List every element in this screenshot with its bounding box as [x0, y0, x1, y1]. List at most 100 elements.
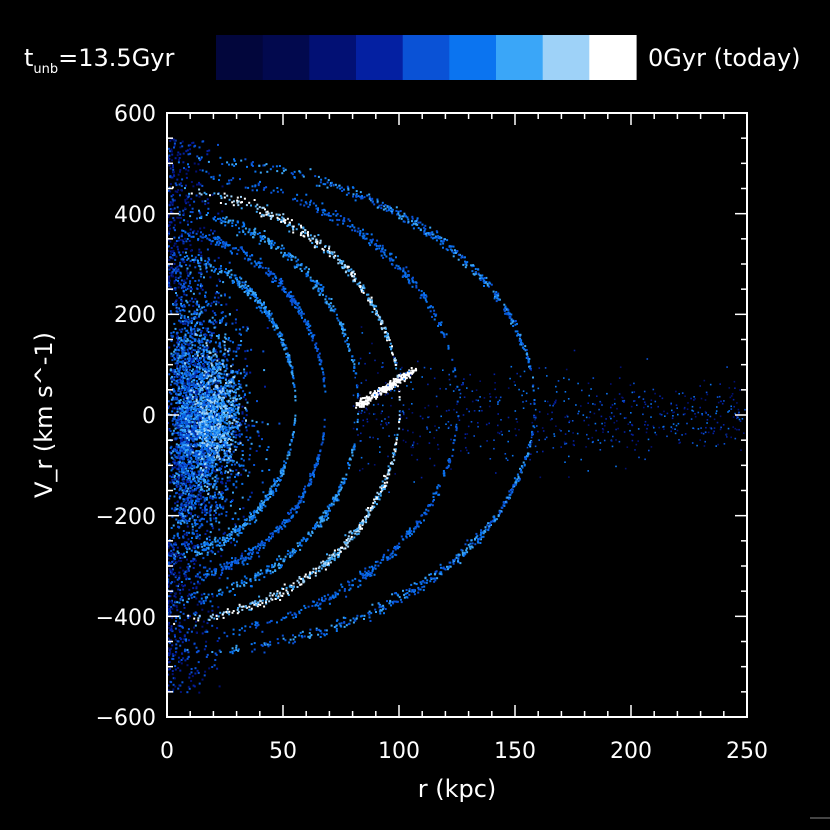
data-point — [173, 463, 176, 466]
data-point — [211, 456, 214, 458]
data-point — [201, 509, 204, 511]
data-point — [180, 343, 183, 346]
data-point — [269, 495, 272, 498]
data-point — [197, 463, 200, 466]
data-point — [201, 390, 204, 393]
data-point — [187, 569, 190, 572]
data-point — [205, 547, 208, 549]
data-point — [171, 617, 174, 619]
data-point — [179, 414, 182, 417]
data-point — [200, 503, 203, 506]
data-point — [188, 432, 191, 435]
data-point — [181, 408, 184, 410]
data-point — [205, 430, 208, 433]
data-point — [223, 445, 226, 448]
data-point — [174, 362, 177, 365]
data-point — [213, 416, 216, 419]
data-point — [224, 393, 226, 396]
data-point — [173, 322, 176, 325]
data-point — [196, 485, 199, 488]
data-point — [194, 389, 197, 392]
data-point — [214, 353, 217, 356]
data-point — [209, 447, 212, 450]
data-point — [167, 412, 170, 415]
data-point — [184, 450, 187, 453]
data-point — [171, 198, 174, 201]
data-point — [187, 166, 190, 168]
data-point — [208, 667, 211, 670]
data-point — [211, 605, 214, 608]
data-point — [266, 494, 269, 496]
data-point — [171, 479, 174, 481]
data-point — [238, 403, 241, 406]
data-point — [194, 256, 197, 259]
data-point — [194, 144, 197, 147]
data-point — [218, 577, 221, 580]
data-point — [179, 451, 182, 454]
data-point — [209, 446, 212, 449]
data-point — [206, 653, 209, 656]
data-point — [229, 448, 232, 450]
data-point — [181, 434, 184, 437]
data-point — [217, 450, 220, 453]
data-point — [188, 240, 191, 242]
data-point — [191, 675, 194, 678]
data-point — [188, 360, 190, 363]
data-point — [200, 467, 203, 469]
data-point — [199, 268, 202, 271]
data-point — [178, 371, 181, 374]
data-point — [193, 626, 195, 629]
data-point — [171, 378, 173, 381]
data-point — [220, 555, 223, 558]
data-point — [181, 145, 184, 148]
data-point — [206, 351, 209, 354]
data-point — [180, 300, 183, 303]
data-point — [226, 476, 229, 479]
data-point — [235, 350, 238, 353]
data-point — [186, 368, 188, 371]
data-point — [238, 385, 241, 388]
data-point — [186, 272, 189, 275]
data-point — [187, 324, 189, 327]
data-point — [173, 553, 176, 556]
data-point — [212, 433, 214, 436]
data-point — [201, 490, 204, 493]
data-point — [190, 668, 193, 670]
data-point — [168, 497, 171, 500]
data-point — [201, 311, 204, 314]
data-point — [218, 268, 221, 270]
data-point — [172, 604, 175, 607]
data-point — [216, 402, 219, 405]
data-point — [183, 533, 186, 536]
data-point — [209, 331, 212, 334]
data-point — [244, 398, 247, 401]
data-point — [225, 384, 228, 387]
data-point — [197, 503, 200, 506]
data-point — [208, 258, 211, 261]
data-point — [173, 466, 176, 469]
data-point — [196, 417, 199, 420]
data-point — [178, 511, 181, 514]
data-point — [179, 458, 181, 461]
data-point — [234, 544, 237, 547]
data-point — [203, 437, 206, 440]
data-point — [242, 527, 245, 530]
data-point — [216, 429, 219, 432]
data-point — [170, 544, 173, 547]
scatter-points — [167, 138, 747, 694]
data-point — [169, 451, 172, 454]
data-point — [178, 537, 181, 539]
data-point — [195, 522, 198, 525]
data-point — [234, 407, 237, 410]
data-point — [188, 676, 191, 679]
data-point — [191, 528, 194, 531]
data-point — [214, 394, 216, 397]
data-point — [200, 408, 203, 411]
data-point — [168, 203, 171, 206]
data-point — [179, 336, 182, 339]
data-point — [179, 631, 182, 633]
data-point — [190, 456, 192, 459]
data-point — [200, 448, 203, 451]
data-point — [180, 330, 183, 333]
data-point — [217, 363, 220, 366]
